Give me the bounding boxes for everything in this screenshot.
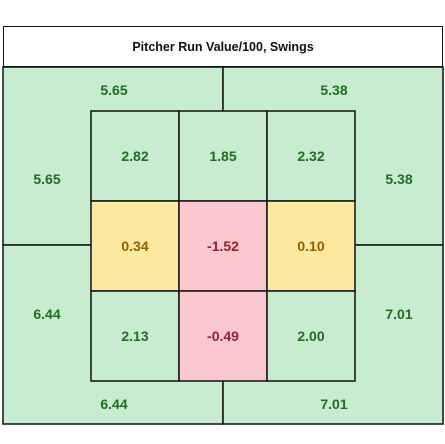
zone-value-2-2: -1.52	[207, 238, 239, 254]
outer-label-top-left: 5.65	[100, 82, 127, 98]
outer-label-bottom-right: 7.01	[320, 396, 347, 412]
chart-title: Pitcher Run Value/100, Swings	[3, 26, 443, 67]
outer-label-bottom-left: 6.44	[100, 396, 127, 412]
outer-label-right-upper: 5.38	[385, 171, 412, 187]
outer-label-right-lower: 7.01	[385, 306, 412, 322]
zone-cell-2-2	[178, 200, 268, 292]
zone-value-2-3: 0.10	[297, 238, 324, 254]
zone-value-3-2: -0.49	[207, 328, 239, 344]
outer-label-left-upper: 5.65	[33, 171, 60, 187]
zone-cell-3-1	[90, 290, 180, 382]
zone-cell-2-3	[266, 200, 356, 292]
zone-cell-3-3	[266, 290, 356, 382]
zone-value-1-1: 2.82	[121, 148, 148, 164]
zone-cell-1-3	[266, 110, 356, 202]
zone-value-1-3: 2.32	[297, 148, 324, 164]
zone-cell-1-1	[90, 110, 180, 202]
outer-label-left-lower: 6.44	[33, 306, 60, 322]
zone-value-2-1: 0.34	[121, 238, 148, 254]
outer-label-top-right: 5.38	[320, 82, 347, 98]
zone-cell-3-2	[178, 290, 268, 382]
zone-value-3-1: 2.13	[121, 328, 148, 344]
zone-value-3-3: 2.00	[297, 328, 324, 344]
zone-value-1-2: 1.85	[209, 148, 236, 164]
